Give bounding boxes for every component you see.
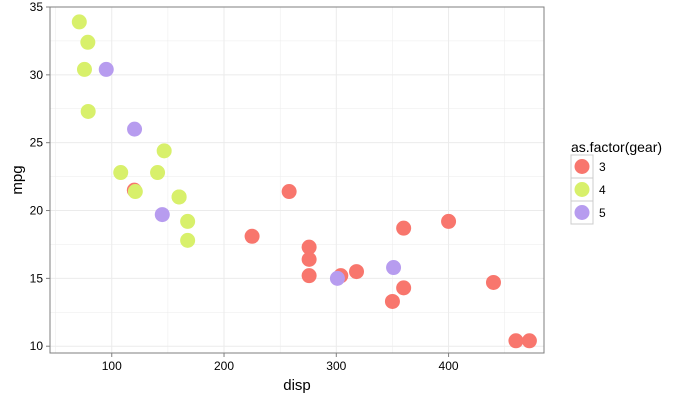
data-point-gear-5 xyxy=(98,61,114,77)
data-point-gear-3 xyxy=(485,274,501,290)
data-point-gear-3 xyxy=(301,239,317,255)
data-point-gear-5 xyxy=(329,270,345,286)
legend-key-swatch xyxy=(574,159,590,174)
data-point-gear-4 xyxy=(156,143,172,159)
legend-key-swatch xyxy=(574,205,590,220)
data-point-gear-5 xyxy=(386,260,402,276)
x-tick-label: 300 xyxy=(326,359,346,373)
data-point-gear-4 xyxy=(171,189,187,205)
data-point-gear-4 xyxy=(80,34,96,50)
data-point-gear-3 xyxy=(301,268,317,284)
data-point-gear-3 xyxy=(396,220,412,236)
data-point-gear-5 xyxy=(127,121,143,137)
legend-title: as.factor(gear) xyxy=(571,139,662,155)
data-point-gear-3 xyxy=(281,184,297,200)
data-point-gear-3 xyxy=(508,333,524,349)
y-axis-ticks: 10 15 20 25 30 35 xyxy=(30,0,50,353)
data-point-gear-5 xyxy=(154,207,170,223)
y-tick-label: 25 xyxy=(30,136,44,150)
y-axis-title: mpg xyxy=(9,165,26,194)
data-point-gear-3 xyxy=(441,213,457,229)
data-point-gear-4 xyxy=(150,165,166,181)
y-tick-label: 35 xyxy=(30,0,44,14)
legend-label: 5 xyxy=(599,206,606,220)
data-point-gear-4 xyxy=(71,14,87,30)
grid-lines xyxy=(50,6,544,353)
x-axis-title: disp xyxy=(283,377,311,394)
legend-label: 4 xyxy=(599,183,606,197)
data-point-gear-3 xyxy=(384,293,400,309)
x-axis-ticks: 100 200 300 400 xyxy=(102,353,459,373)
data-point-gear-3 xyxy=(396,280,412,296)
data-point-gear-4 xyxy=(113,165,129,181)
y-tick-label: 15 xyxy=(30,271,44,285)
data-point-gear-3 xyxy=(521,333,537,349)
x-tick-label: 200 xyxy=(214,359,234,373)
y-tick-label: 20 xyxy=(30,204,44,218)
legend-keys: 3 4 5 xyxy=(570,154,606,225)
plot-background xyxy=(50,7,544,353)
x-tick-label: 100 xyxy=(102,359,122,373)
x-tick-label: 400 xyxy=(439,359,459,373)
plot-border xyxy=(49,6,545,354)
legend-key-swatch xyxy=(574,182,590,197)
y-tick-label: 10 xyxy=(30,339,44,353)
data-point-gear-3 xyxy=(301,251,317,267)
y-tick-label: 30 xyxy=(30,68,44,82)
data-point-gear-3 xyxy=(349,264,365,280)
legend: as.factor(gear) 3 4 5 xyxy=(570,139,662,225)
legend-label: 3 xyxy=(599,160,606,174)
data-point-gear-4 xyxy=(76,61,92,77)
data-point-gear-4 xyxy=(80,103,96,119)
data-point-gear-3 xyxy=(244,228,260,244)
data-point-gear-4 xyxy=(180,232,196,248)
data-points xyxy=(71,14,537,349)
data-point-gear-4 xyxy=(127,184,143,200)
data-point-gear-4 xyxy=(180,213,196,229)
